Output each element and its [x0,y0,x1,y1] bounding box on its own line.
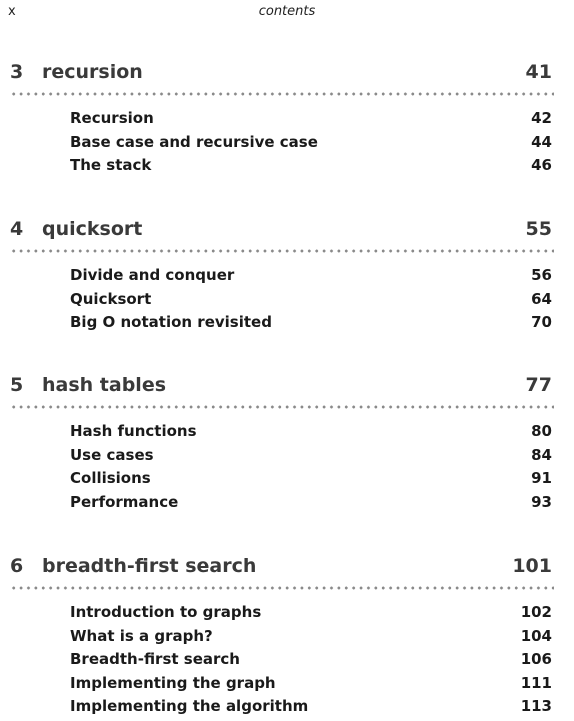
section-entry[interactable]: Collisions 91 [0,469,574,493]
section-page: 113 [520,697,552,716]
section-list: Divide and conquer 56 Quicksort 64 Big O… [0,266,574,337]
section-entry[interactable]: Hash functions 80 [0,422,574,446]
section-entry[interactable]: Quicksort 64 [0,290,574,314]
section-page: 46 [531,156,552,175]
section-title: Divide and conquer [70,266,235,284]
section-page: 44 [531,132,552,151]
section-page: 93 [531,492,552,511]
chapter-6: 6 breadth-first search 101 Introduction … [0,555,574,715]
section-page: 80 [531,422,552,440]
chapter-page: 77 [525,374,552,396]
section-entry[interactable]: Introduction to graphs 102 [0,603,574,627]
section-title: Breadth-first search [70,650,240,669]
chapter-page: 55 [525,218,552,240]
section-page: 56 [531,266,552,284]
section-entry[interactable]: Divide and conquer 56 [0,266,574,290]
chapter-number: 5 [10,374,24,396]
chapter-heading[interactable]: 3 recursion 41 [0,61,574,89]
section-list: Hash functions 80 Use cases 84 Collision… [0,422,574,516]
section-entry[interactable]: Breadth-first search 106 [0,650,574,674]
chapter-3: 3 recursion 41 Recursion 42 Base case an… [0,61,574,174]
page-header: x contents [0,4,574,22]
section-page: 64 [531,289,552,308]
section-page: 106 [520,650,552,669]
section-title: Introduction to graphs [70,603,262,621]
section-entry[interactable]: Use cases 84 [0,446,574,470]
chapter-heading[interactable]: 5 hash tables 77 [0,374,574,402]
section-list: Introduction to graphs 102 What is a gra… [0,603,574,721]
section-page: 104 [520,626,552,645]
chapter-5: 5 hash tables 77 Hash functions 80 Use c… [0,374,574,511]
section-title: The stack [70,156,152,175]
chapter-number: 4 [10,218,24,240]
dotted-rule [10,92,554,96]
section-title: Collisions [70,469,151,488]
section-entry[interactable]: Base case and recursive case 44 [0,133,574,157]
section-list: Recursion 42 Base case and recursive cas… [0,109,574,180]
section-page: 111 [520,673,552,692]
running-head: contents [258,4,316,19]
section-title: Big O notation revisited [70,313,272,332]
section-page: 91 [531,469,552,488]
page-number: x [8,4,16,19]
chapter-title: breadth-first search [42,555,257,577]
section-page: 102 [520,603,552,621]
chapter-heading[interactable]: 4 quicksort 55 [0,218,574,246]
chapter-page: 101 [512,555,552,577]
section-entry[interactable]: Implementing the algorithm 113 [0,697,574,721]
section-entry[interactable]: What is a graph? 104 [0,627,574,651]
chapter-number: 3 [10,61,24,83]
section-page: 84 [531,445,552,464]
section-title: What is a graph? [70,626,213,645]
dotted-rule [10,249,554,253]
section-entry[interactable]: Performance 93 [0,493,574,517]
section-title: Implementing the graph [70,673,276,692]
section-entry[interactable]: Recursion 42 [0,109,574,133]
section-entry[interactable]: The stack 46 [0,156,574,180]
chapter-title: quicksort [42,218,143,240]
chapter-heading[interactable]: 6 breadth-first search 101 [0,555,574,583]
chapter-number: 6 [10,555,24,577]
chapter-title: recursion [42,61,143,83]
section-title: Performance [70,492,179,511]
chapter-4: 4 quicksort 55 Divide and conquer 56 Qui… [0,218,574,331]
chapter-title: hash tables [42,374,167,396]
section-title: Quicksort [70,289,152,308]
section-title: Use cases [70,445,154,464]
section-title: Recursion [70,109,154,127]
dotted-rule [10,586,554,590]
section-page: 42 [531,109,552,127]
section-entry[interactable]: Big O notation revisited 70 [0,313,574,337]
section-page: 70 [531,313,552,332]
section-entry[interactable]: Implementing the graph 111 [0,674,574,698]
section-title: Hash functions [70,422,197,440]
section-title: Base case and recursive case [70,132,318,151]
dotted-rule [10,405,554,409]
chapter-page: 41 [525,61,552,83]
section-title: Implementing the algorithm [70,697,309,716]
